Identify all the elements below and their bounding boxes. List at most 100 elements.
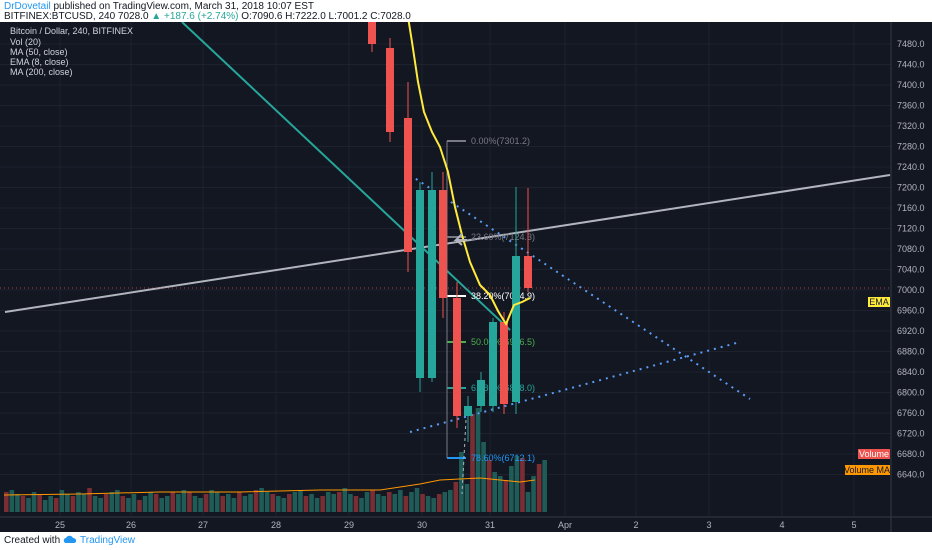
- volume-bar: [303, 496, 309, 512]
- volume-bar: [109, 492, 115, 512]
- ohlc-values: O:7090.6 H:7222.0 L:7001.2 C:7028.0: [241, 11, 411, 22]
- volume-bar: [48, 496, 53, 512]
- volume-ma-line: [3, 477, 536, 496]
- tradingview-brand-link[interactable]: TradingView: [80, 535, 136, 546]
- candle-body: [464, 406, 472, 416]
- legend-ma200[interactable]: MA (200, close): [10, 67, 73, 77]
- price-label: 6960.0: [897, 306, 925, 316]
- legend-ma50[interactable]: MA (50, close): [10, 47, 68, 57]
- price-label: 7240.0: [897, 162, 925, 172]
- time-label: 31: [485, 520, 495, 530]
- publish-line: DrDovetail published on TradingView.com,…: [4, 1, 314, 12]
- volume-bar: [226, 494, 231, 512]
- volume-bar: [514, 456, 520, 512]
- volume-bar: [275, 496, 281, 512]
- volume-bar: [525, 492, 531, 512]
- candle-body: [386, 48, 394, 132]
- volume-bar: [287, 494, 292, 512]
- volume-bar: [214, 492, 220, 512]
- footer-bar: Created with TradingView: [0, 532, 932, 550]
- fib-level-label: 78.60%(6712.1): [471, 453, 535, 463]
- trendline-dotted-down[interactable]: [409, 174, 751, 400]
- time-label: 2: [633, 520, 638, 530]
- volume-bar: [92, 496, 98, 512]
- author-link[interactable]: DrDovetail: [4, 1, 51, 12]
- time-label: 5: [851, 520, 856, 530]
- legend-title: Bitcoin / Dollar, 240, BITFINEX: [10, 26, 133, 36]
- volume-bar: [542, 460, 547, 512]
- volume-bar: [509, 466, 514, 512]
- volume-bar: [475, 408, 481, 512]
- time-label: 4: [779, 520, 784, 530]
- time-label: 29: [344, 520, 354, 530]
- volume-bar: [26, 498, 31, 512]
- volume-bar: [37, 494, 42, 512]
- price-axis-labels: 7480.0 7440.0 7400.0 7360.0 7320.0 7280.0 7240…: [897, 39, 925, 480]
- volume-bar: [142, 496, 148, 512]
- chart-area[interactable]: 0.00%(7301.2) 23.60%(7124.3) 38.20%(7014.9…: [0, 16, 932, 532]
- volume-bar: [170, 492, 176, 512]
- volume-bar: [103, 494, 109, 512]
- volume-bar: [281, 498, 287, 512]
- price-label: 6760.0: [897, 408, 925, 418]
- volume-bar: [536, 464, 542, 512]
- volume-bar: [414, 488, 420, 512]
- legend-ema8[interactable]: EMA (8, close): [10, 57, 69, 67]
- legend-vol[interactable]: Vol (20): [10, 37, 41, 47]
- volume-bar: [342, 488, 348, 512]
- price-label: 7320.0: [897, 121, 925, 131]
- price-axis[interactable]: [892, 22, 932, 532]
- candle-body: [439, 190, 447, 298]
- volume-bar: [59, 490, 65, 512]
- chart-background: [0, 22, 932, 532]
- volume-bars: [4, 408, 547, 512]
- volume-bar: [164, 496, 170, 512]
- volume-bar: [159, 498, 164, 512]
- volume-bar: [120, 496, 126, 512]
- price-label: 7120.0: [897, 224, 925, 234]
- published-text: published on TradingView.com, March 31, …: [53, 1, 315, 12]
- symbol-line: BITFINEX:BTCUSD, 240: [4, 11, 116, 22]
- volume-bar: [337, 492, 342, 512]
- volume-bar: [87, 488, 92, 512]
- volume-bar: [409, 492, 414, 512]
- candle-body: [404, 118, 412, 252]
- volume-bar: [192, 496, 198, 512]
- price-label: 6640.0: [897, 470, 925, 480]
- time-label: 3: [706, 520, 711, 530]
- volume-bar: [148, 492, 153, 512]
- volume-bar: [359, 498, 364, 512]
- volume-bar: [81, 494, 87, 512]
- time-axis-labels: 25 26 27 28 29 30 31 Apr 2 3 4 5: [55, 520, 857, 530]
- volume-bar: [353, 496, 359, 512]
- volume-bar: [4, 492, 9, 512]
- price-label: 7000.0: [897, 285, 925, 295]
- volume-bar: [98, 498, 103, 512]
- volume-bar: [137, 500, 142, 512]
- volume-bar: [209, 490, 214, 512]
- volume-bar: [270, 494, 275, 512]
- volume-bar: [198, 498, 203, 512]
- volume-bar: [520, 458, 525, 512]
- trendline-dotted-up[interactable]: [409, 341, 741, 433]
- price-label: 6680.0: [897, 449, 925, 459]
- volume-bar: [115, 490, 120, 512]
- volume-bar: [381, 496, 386, 512]
- candle-body: [512, 256, 520, 402]
- fib-level-label: 38.20%(7014.9): [471, 291, 535, 301]
- ema-badge: [868, 297, 890, 307]
- price-label: 7480.0: [897, 39, 925, 49]
- volume-bar: [15, 494, 20, 512]
- volume-bar: [431, 498, 436, 512]
- volume-bar: [264, 492, 270, 512]
- tradingview-logo-icon[interactable]: [62, 534, 78, 549]
- volume-bar: [403, 496, 409, 512]
- volume-bar: [176, 494, 181, 512]
- price-label: 7280.0: [897, 142, 925, 152]
- up-triangle-icon: ▲: [151, 11, 162, 22]
- volume-bar: [481, 442, 486, 512]
- time-label: 27: [198, 520, 208, 530]
- volume-bar: [314, 498, 320, 512]
- volume-bar: [392, 494, 398, 512]
- volume-bar: [531, 476, 536, 512]
